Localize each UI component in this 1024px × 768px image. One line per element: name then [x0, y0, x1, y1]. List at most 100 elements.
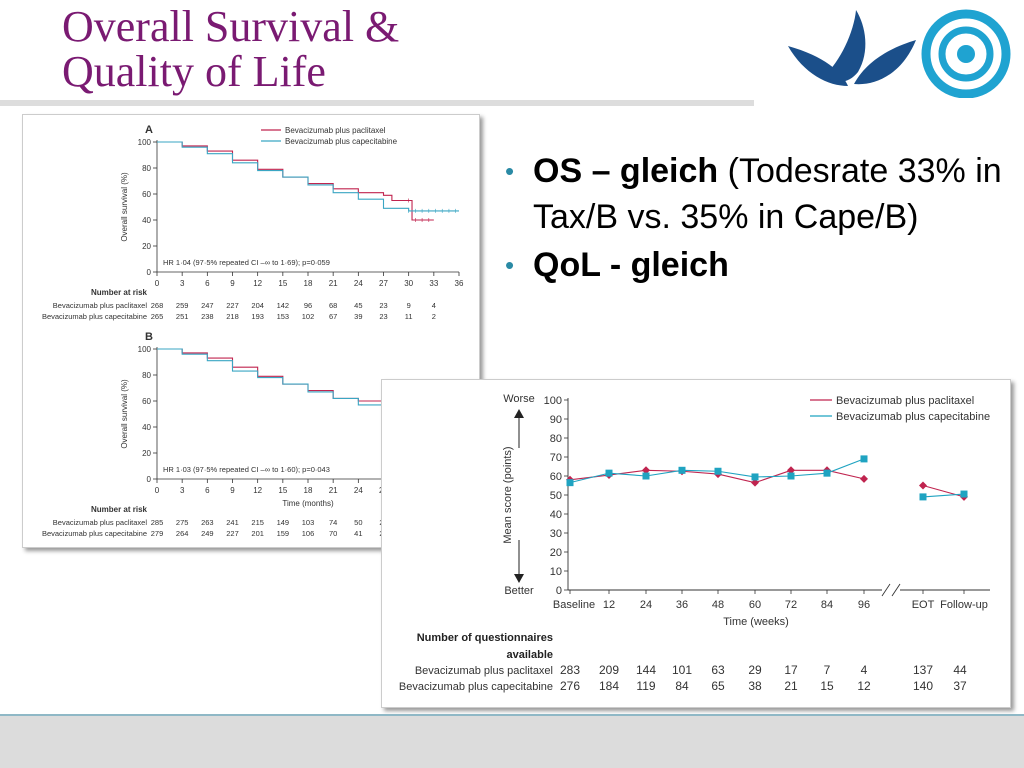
table-cell: 101 — [672, 663, 692, 677]
risk-cell: 67 — [329, 312, 337, 321]
risk-cell: 149 — [277, 518, 290, 527]
x-tick-label: 48 — [712, 599, 724, 611]
x-tick-label: 9 — [230, 279, 235, 288]
axis-break-mark — [891, 583, 901, 597]
table-cell: 144 — [636, 663, 656, 677]
y-tick-label: 100 — [138, 345, 152, 354]
risk-cell: 218 — [226, 312, 239, 321]
table-cell: 119 — [636, 679, 655, 693]
bullet-list: • OS – gleich (Todesrate 33% in Tax/B vs… — [503, 148, 1003, 290]
table-cell: 4 — [861, 663, 868, 677]
risk-cell: 251 — [176, 312, 189, 321]
risk-cell: 215 — [251, 518, 264, 527]
panel-letter: A — [145, 124, 153, 136]
x-tick-label: 24 — [354, 486, 363, 495]
x-tick-label: 21 — [329, 279, 338, 288]
y-tick-label: 40 — [142, 423, 151, 432]
qol-figure-panel: 0 10 20 30 40 50 60 70 80 90 100 Baseline 12 24 36 48 60… — [381, 379, 1011, 708]
x-tick-label: 96 — [858, 599, 870, 611]
y-tick-label: 80 — [142, 371, 151, 380]
legend-label: Bevacizumab plus capecitabine — [285, 137, 398, 146]
x-tick-label: 15 — [278, 486, 287, 495]
risk-row-label: Bevacizumab plus paclitaxel — [53, 301, 148, 310]
legend-label: Bevacizumab plus paclitaxel — [285, 126, 386, 135]
y-tick-label: 0 — [147, 268, 152, 277]
y-tick-label: 0 — [147, 475, 152, 484]
table-header: available — [507, 649, 553, 661]
series-line — [157, 141, 459, 212]
better-label: Better — [504, 585, 534, 597]
table-cell: 21 — [784, 679, 798, 693]
risk-cell: 265 — [151, 312, 164, 321]
org-logo-icon — [788, 9, 1011, 98]
footer-line — [0, 714, 1024, 716]
table-cell: 137 — [913, 663, 933, 677]
x-axis-label: Time (weeks) — [723, 616, 789, 628]
x-tick-label: 72 — [785, 599, 797, 611]
slide-title-line-1: Overall Survival & — [62, 2, 400, 51]
table-cell: 84 — [675, 679, 689, 693]
risk-row-label: Bevacizumab plus capecitabine — [42, 312, 147, 321]
data-point — [919, 493, 927, 501]
data-point — [642, 472, 650, 480]
worse-arrow-icon — [514, 409, 524, 418]
risk-cell: 4 — [432, 301, 436, 310]
risk-cell: 247 — [201, 301, 214, 310]
footer-band — [0, 714, 1024, 768]
series-line-followup — [922, 493, 965, 498]
table-cell: 37 — [953, 679, 967, 693]
risk-table-header: Number at risk — [91, 288, 148, 297]
table-cell: 29 — [748, 663, 762, 677]
risk-cell: 74 — [329, 518, 337, 527]
y-tick-label: 10 — [550, 566, 562, 578]
table-header: Number of questionnaires — [417, 632, 553, 644]
x-tick-label: Follow-up — [940, 599, 988, 611]
x-tick-label: 27 — [379, 279, 388, 288]
x-tick-label: 36 — [676, 599, 688, 611]
risk-cell: 41 — [354, 529, 362, 538]
risk-cell: 204 — [251, 301, 264, 310]
risk-cell: 102 — [302, 312, 315, 321]
y-tick-label: 50 — [550, 490, 562, 502]
y-tick-label: 60 — [550, 471, 562, 483]
y-tick-label: 70 — [550, 452, 562, 464]
risk-cell: 249 — [201, 529, 214, 538]
risk-cell: 96 — [304, 301, 312, 310]
risk-cell: 23 — [379, 312, 387, 321]
risk-cell: 227 — [226, 529, 239, 538]
logo-leaf-right — [854, 40, 916, 85]
risk-cell: 9 — [407, 301, 411, 310]
panel-letter: B — [145, 331, 153, 343]
qol-chart: 0 10 20 30 40 50 60 70 80 90 100 Baseline 12 24 36 48 60… — [399, 393, 990, 693]
legend-label: Bevacizumab plus paclitaxel — [836, 395, 974, 407]
bullet-qol-bold: QoL - gleich — [533, 246, 729, 284]
risk-cell: 103 — [302, 518, 315, 527]
table-cell: 184 — [599, 679, 619, 693]
x-tick-label: 12 — [253, 279, 262, 288]
risk-cell: 268 — [151, 301, 164, 310]
risk-cell: 153 — [277, 312, 290, 321]
x-tick-label: 3 — [180, 279, 185, 288]
y-tick-label: 40 — [550, 509, 562, 521]
y-tick-label: 60 — [142, 397, 151, 406]
risk-cell: 50 — [354, 518, 362, 527]
x-tick-label: 9 — [230, 486, 235, 495]
y-tick-label: 40 — [142, 216, 151, 225]
risk-cell: 70 — [329, 529, 337, 538]
data-point — [860, 474, 868, 483]
risk-cell: 275 — [176, 518, 189, 527]
x-axis-label: Time (months) — [282, 499, 334, 508]
data-point — [642, 466, 650, 475]
table-row-label: Bevacizumab plus capecitabine — [399, 681, 553, 693]
risk-cell: 106 — [302, 529, 315, 538]
data-point — [860, 455, 868, 463]
x-tick-label: 6 — [205, 486, 210, 495]
data-point — [787, 466, 795, 475]
table-cell: 276 — [560, 679, 580, 693]
data-point — [605, 469, 613, 477]
bullet-dot-icon: • — [505, 156, 515, 186]
table-row-label: Bevacizumab plus paclitaxel — [415, 665, 553, 677]
y-tick-label: 30 — [550, 528, 562, 540]
risk-cell: 279 — [151, 529, 164, 538]
y-tick-label: 60 — [142, 190, 151, 199]
